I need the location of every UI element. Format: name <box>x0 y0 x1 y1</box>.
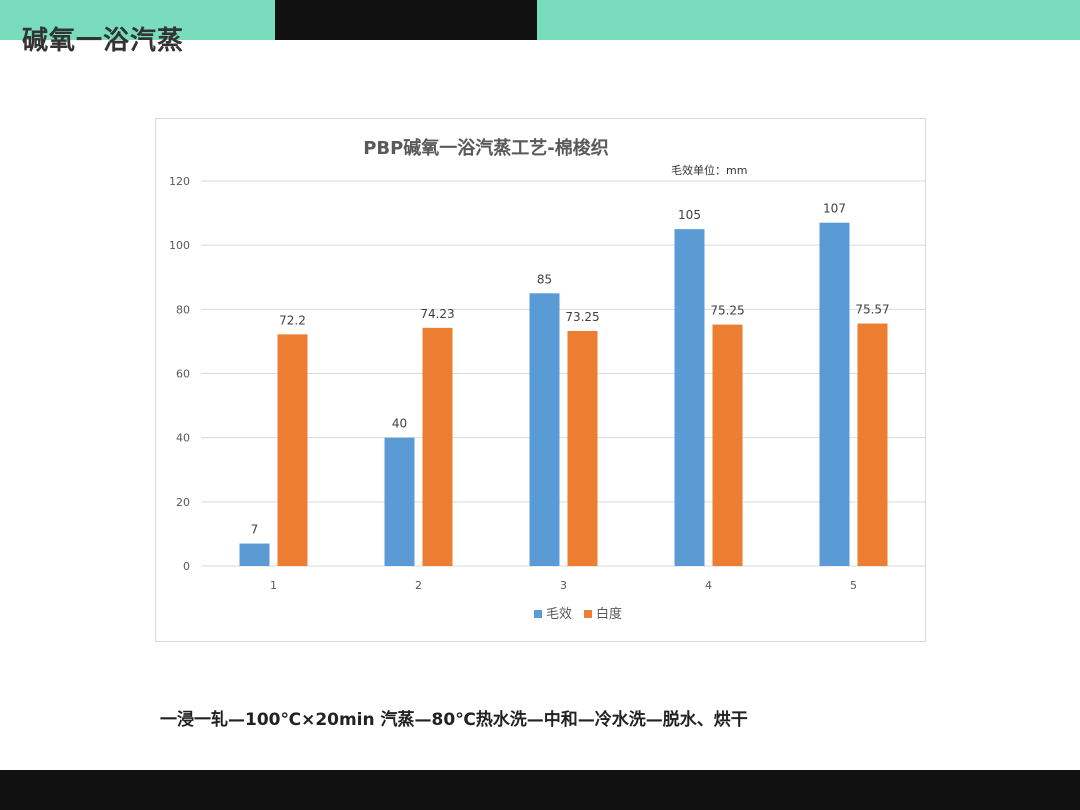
y-tick-label: 40 <box>176 432 190 445</box>
chart-frame: PBP碱氧一浴汽蒸工艺-棉梭织 毛效单位：mm 7 72.2 40 74.23 85 73… <box>155 118 926 642</box>
y-tick-label: 100 <box>169 239 190 252</box>
bar-baidu-5 <box>857 323 888 566</box>
legend-swatch-maoxiao <box>534 610 542 618</box>
bottom-bar <box>0 770 1080 810</box>
top-bar-accent-left <box>0 0 275 40</box>
data-label: 75.25 <box>710 304 744 318</box>
data-label: 75.57 <box>855 303 889 317</box>
bar-baidu-4 <box>712 324 743 566</box>
data-label: 85 <box>537 272 552 286</box>
bar-maoxiao-3 <box>529 293 560 566</box>
legend-swatch-baidu <box>584 610 592 618</box>
data-label: 107 <box>823 202 846 216</box>
chart-title: PBP碱氧一浴汽蒸工艺-棉梭织 <box>363 137 609 159</box>
y-tick-label: 60 <box>176 368 190 381</box>
data-label: 7 <box>251 523 259 537</box>
bar-maoxiao-5 <box>819 222 850 566</box>
chart-subtitle: 毛效单位：mm <box>671 163 747 177</box>
y-tick-label: 120 <box>169 175 190 188</box>
data-label: 40 <box>392 417 407 431</box>
x-tick-label: 4 <box>705 579 712 592</box>
top-bar-dark-block <box>275 0 537 40</box>
y-tick-label: 80 <box>176 303 190 316</box>
x-tick-label: 5 <box>850 579 857 592</box>
bar-maoxiao-2 <box>384 437 415 566</box>
data-label: 74.23 <box>420 307 454 321</box>
bar-baidu-1 <box>277 334 308 566</box>
x-tick-label: 1 <box>270 579 277 592</box>
y-tick-label: 0 <box>183 560 190 573</box>
data-label: 73.25 <box>565 310 599 324</box>
bar-baidu-2 <box>422 327 453 566</box>
bar-baidu-3 <box>567 330 598 566</box>
legend-label: 白度 <box>596 606 622 622</box>
bar-maoxiao-1 <box>239 543 270 566</box>
y-tick-label: 20 <box>176 496 190 509</box>
bar-chart: PBP碱氧一浴汽蒸工艺-棉梭织 毛效单位：mm 772.24074.238573… <box>169 137 926 622</box>
data-label: 72.2 <box>279 313 306 327</box>
bar-maoxiao-4 <box>674 229 705 566</box>
process-caption: 一浸一轧—100℃×20min 汽蒸—80℃热水洗—中和—冷水洗—脱水、烘干 <box>160 710 748 730</box>
x-tick-label: 3 <box>560 579 567 592</box>
slide-title: 碱氧一浴汽蒸 <box>22 26 185 56</box>
data-label: 105 <box>678 208 701 222</box>
top-bar-accent-right <box>537 0 1080 40</box>
x-tick-label: 2 <box>415 579 422 592</box>
legend-label: 毛效 <box>546 607 572 622</box>
